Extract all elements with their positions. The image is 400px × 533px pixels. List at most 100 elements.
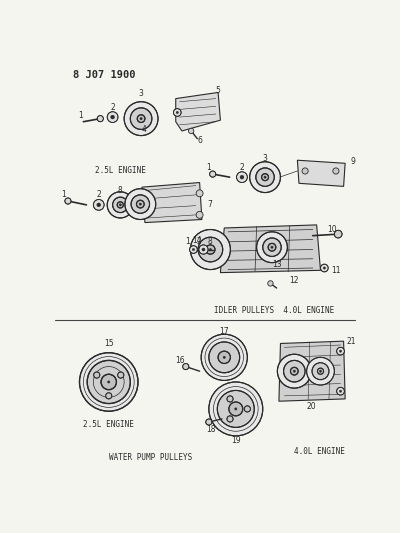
Circle shape: [139, 203, 142, 205]
Circle shape: [130, 108, 152, 130]
Polygon shape: [142, 182, 202, 223]
Circle shape: [174, 109, 181, 116]
Circle shape: [250, 161, 280, 192]
Text: 15: 15: [104, 339, 114, 348]
Circle shape: [209, 248, 212, 251]
Text: 4.0L ENGINE: 4.0L ENGINE: [294, 447, 344, 456]
Text: 2: 2: [96, 190, 101, 199]
Circle shape: [140, 117, 142, 120]
Circle shape: [106, 393, 112, 399]
Circle shape: [190, 230, 230, 270]
Circle shape: [188, 128, 194, 134]
Circle shape: [284, 360, 305, 382]
Circle shape: [107, 112, 118, 123]
Text: IDLER PULLEYS  4.0L ENGINE: IDLER PULLEYS 4.0L ENGINE: [214, 306, 334, 315]
Text: 21: 21: [346, 337, 356, 346]
Circle shape: [318, 368, 324, 374]
Circle shape: [117, 202, 123, 208]
Circle shape: [190, 246, 197, 253]
Circle shape: [87, 360, 130, 403]
Text: 19: 19: [231, 436, 241, 445]
Polygon shape: [279, 341, 345, 401]
Text: 1: 1: [78, 111, 83, 120]
Text: 2.5L ENGINE: 2.5L ENGINE: [83, 420, 134, 429]
Polygon shape: [220, 225, 320, 273]
Text: 4: 4: [142, 125, 147, 134]
Circle shape: [217, 391, 254, 427]
Circle shape: [244, 406, 250, 412]
Circle shape: [93, 199, 104, 210]
Text: 18: 18: [206, 425, 216, 434]
Circle shape: [97, 203, 101, 207]
Polygon shape: [176, 92, 220, 131]
Circle shape: [196, 212, 203, 219]
Circle shape: [218, 351, 230, 364]
Text: 1: 1: [186, 237, 190, 246]
Text: 8: 8: [207, 237, 212, 246]
Text: 20: 20: [306, 402, 316, 411]
Text: 9: 9: [350, 157, 355, 166]
Circle shape: [223, 356, 226, 359]
Circle shape: [206, 245, 215, 254]
Text: 10: 10: [327, 225, 337, 234]
Circle shape: [271, 246, 273, 248]
Circle shape: [119, 204, 122, 206]
Circle shape: [118, 372, 124, 378]
Circle shape: [131, 195, 150, 213]
Circle shape: [290, 367, 298, 375]
Circle shape: [107, 192, 133, 218]
Circle shape: [235, 408, 237, 410]
Polygon shape: [297, 160, 345, 187]
Circle shape: [206, 419, 212, 425]
Circle shape: [268, 244, 276, 251]
Text: 5: 5: [216, 86, 220, 95]
Circle shape: [94, 372, 100, 378]
Circle shape: [337, 348, 344, 355]
Text: 2: 2: [196, 237, 201, 246]
Circle shape: [136, 200, 144, 208]
Text: 3: 3: [263, 154, 268, 163]
Circle shape: [124, 102, 158, 135]
Circle shape: [339, 350, 342, 352]
Circle shape: [333, 168, 339, 174]
Text: 1: 1: [61, 190, 66, 199]
Circle shape: [319, 370, 322, 373]
Circle shape: [339, 390, 342, 392]
Circle shape: [256, 168, 274, 187]
Circle shape: [320, 264, 328, 272]
Text: 7: 7: [207, 199, 212, 208]
Circle shape: [264, 176, 266, 179]
Circle shape: [65, 198, 71, 204]
Circle shape: [192, 248, 195, 251]
Text: 2.5L ENGINE: 2.5L ENGINE: [95, 166, 146, 175]
Text: 12: 12: [289, 276, 298, 285]
Text: WATER PUMP PULLEYS: WATER PUMP PULLEYS: [110, 453, 193, 462]
Circle shape: [108, 381, 110, 383]
Circle shape: [262, 174, 268, 181]
Text: 1: 1: [206, 163, 210, 172]
Circle shape: [201, 334, 247, 381]
Circle shape: [227, 396, 233, 402]
Circle shape: [97, 116, 103, 122]
Circle shape: [196, 190, 203, 197]
Circle shape: [202, 248, 205, 251]
Text: 13: 13: [272, 261, 282, 269]
Text: 3: 3: [139, 90, 144, 99]
Circle shape: [209, 382, 263, 436]
Text: 2: 2: [110, 103, 115, 112]
Circle shape: [113, 197, 128, 213]
Circle shape: [307, 357, 334, 385]
Circle shape: [323, 267, 326, 269]
Text: 17: 17: [220, 327, 229, 336]
Circle shape: [176, 111, 178, 114]
Text: 16: 16: [176, 356, 185, 365]
Circle shape: [277, 354, 311, 388]
Circle shape: [183, 364, 189, 370]
Text: 8 J07 1900: 8 J07 1900: [72, 70, 135, 80]
Circle shape: [337, 387, 344, 395]
Circle shape: [199, 245, 208, 254]
Circle shape: [125, 189, 156, 220]
Text: 6: 6: [198, 136, 203, 144]
Circle shape: [302, 168, 308, 174]
Text: 14: 14: [192, 236, 202, 245]
